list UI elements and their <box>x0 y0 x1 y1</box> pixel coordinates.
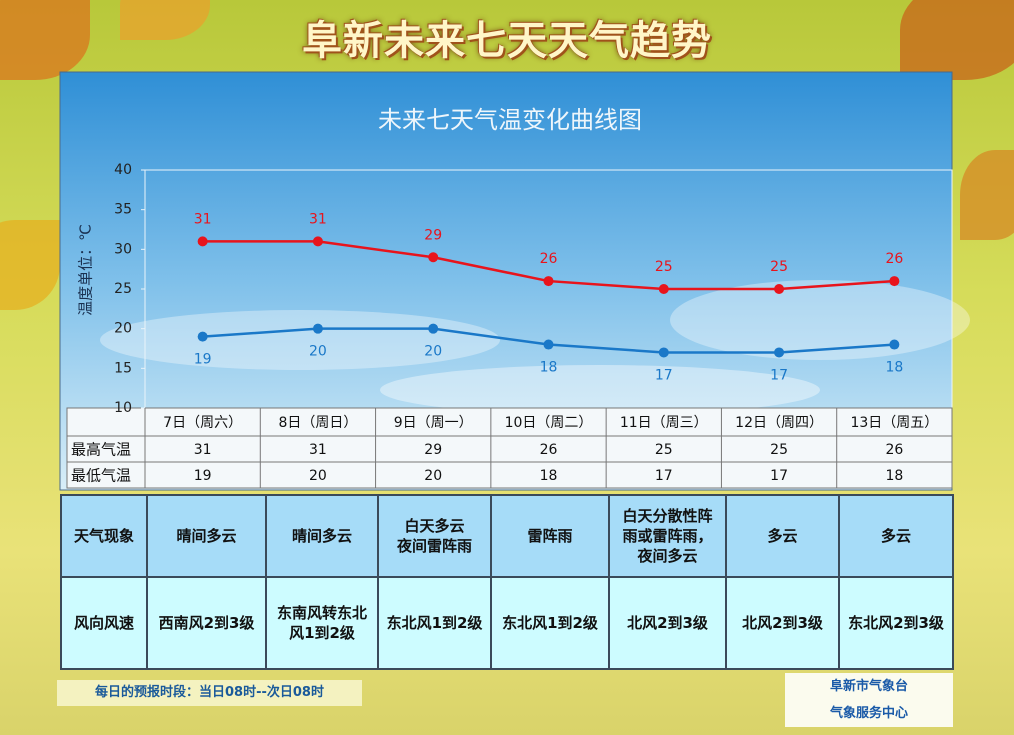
row-label: 天气现象 <box>60 494 148 578</box>
leaf <box>960 150 1014 240</box>
y-tick-label: 15 <box>114 360 132 376</box>
table-value: 17 <box>655 468 673 484</box>
table-cell: 东南风转东北风1到2级 <box>265 576 379 670</box>
x-tick-label: 9日（周一） <box>394 415 473 431</box>
data-label: 31 <box>309 211 327 227</box>
data-point <box>197 236 208 247</box>
data-label: 20 <box>424 344 442 360</box>
table-value: 20 <box>424 468 442 484</box>
leaf <box>900 0 1014 80</box>
data-label: 20 <box>309 344 327 360</box>
chart-title: 未来七天气温变化曲线图 <box>378 106 642 134</box>
page-title: 阜新未来七天天气趋势 <box>302 18 712 64</box>
table-value: 25 <box>655 442 673 458</box>
table-cell: 白天多云 夜间雷阵雨 <box>377 494 492 578</box>
y-tick-label: 25 <box>114 281 132 297</box>
data-point <box>774 284 785 294</box>
organization: 阜新市气象台 气象服务中心 <box>785 673 953 727</box>
y-tick-label: 40 <box>114 162 132 178</box>
table-value: 17 <box>770 468 788 484</box>
table-value: 25 <box>770 442 788 458</box>
data-point <box>428 252 439 263</box>
table-cell: 北风2到3级 <box>608 576 727 670</box>
y-tick-label: 35 <box>114 202 132 218</box>
cloud <box>100 310 500 370</box>
data-label: 26 <box>540 251 558 267</box>
y-tick-label: 30 <box>114 241 132 257</box>
table-cell: 晴间多云 <box>146 494 267 578</box>
data-point <box>312 323 323 334</box>
data-point <box>889 339 900 350</box>
x-tick-label: 7日（周六） <box>163 415 242 431</box>
cloud <box>380 365 820 415</box>
data-point <box>197 331 208 342</box>
data-label: 31 <box>194 211 212 227</box>
table-cell: 东北风2到3级 <box>838 576 954 670</box>
legend-label: 最高气温 <box>71 441 131 459</box>
y-axis-label: 温度单位：℃ <box>77 224 95 316</box>
table-value: 31 <box>309 442 327 458</box>
data-point <box>312 236 323 247</box>
table-value: 26 <box>540 442 558 458</box>
data-point <box>774 347 785 358</box>
data-point <box>889 276 900 287</box>
org-line: 阜新市气象台 <box>829 679 908 694</box>
data-label: 25 <box>655 259 673 275</box>
data-label: 19 <box>194 352 212 368</box>
table-cell: 东北风1到2级 <box>490 576 610 670</box>
table-value: 18 <box>540 468 558 484</box>
data-table <box>66 407 953 489</box>
row-label: 风向风速 <box>60 576 148 670</box>
table-cell: 多云 <box>725 494 840 578</box>
data-label: 17 <box>655 367 673 383</box>
org-line: 气象服务中心 <box>829 706 908 721</box>
weather-table: 天气现象 晴间多云 晴间多云 白天多云 夜间雷阵雨 雷阵雨 白天分散性阵雨或雷阵雨，夜间多… <box>60 494 954 670</box>
x-tick-label: 8日（周日） <box>278 415 357 431</box>
forecast-note: 每日的预报时段：当日08时--次日08时 <box>57 680 362 706</box>
table-row: 天气现象 晴间多云 晴间多云 白天多云 夜间雷阵雨 雷阵雨 白天分散性阵雨或雷阵雨，夜间多… <box>60 494 954 578</box>
data-point <box>543 339 554 350</box>
data-point <box>658 347 669 358</box>
table-cell: 东北风1到2级 <box>377 576 492 670</box>
legend-label: 最低气温 <box>71 467 131 485</box>
table-value: 29 <box>424 442 442 458</box>
data-label: 26 <box>885 251 903 267</box>
table-cell: 西南风2到3级 <box>146 576 267 670</box>
data-point <box>428 323 439 334</box>
data-label: 17 <box>770 367 788 383</box>
x-tick-label: 12日（周四） <box>735 415 823 431</box>
table-value: 19 <box>194 468 212 484</box>
cloud <box>670 280 970 360</box>
table-value: 18 <box>885 468 903 484</box>
table-value: 20 <box>309 468 327 484</box>
table-cell: 北风2到3级 <box>725 576 840 670</box>
data-label: 18 <box>540 360 558 376</box>
table-cell: 雷阵雨 <box>490 494 610 578</box>
table-value: 31 <box>194 442 212 458</box>
x-tick-label: 13日（周五） <box>850 415 938 431</box>
data-point <box>658 284 669 294</box>
data-label: 18 <box>885 360 903 376</box>
table-cell: 晴间多云 <box>265 494 379 578</box>
data-point <box>543 276 554 287</box>
table-cell: 白天分散性阵雨或雷阵雨，夜间多云 <box>608 494 727 578</box>
table-value: 26 <box>885 442 903 458</box>
x-tick-label: 11日（周三） <box>620 415 708 431</box>
x-tick-label: 10日（周二） <box>505 415 593 431</box>
table-row: 风向风速 西南风2到3级 东南风转东北风1到2级 东北风1到2级 东北风1到2级 北风2到… <box>60 576 954 670</box>
data-label: 25 <box>770 259 788 275</box>
y-tick-label: 20 <box>114 321 132 337</box>
table-cell: 多云 <box>838 494 954 578</box>
y-tick-label: 10 <box>114 400 132 416</box>
data-label: 29 <box>424 227 442 243</box>
